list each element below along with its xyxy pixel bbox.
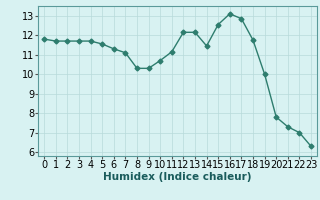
X-axis label: Humidex (Indice chaleur): Humidex (Indice chaleur) bbox=[103, 172, 252, 182]
